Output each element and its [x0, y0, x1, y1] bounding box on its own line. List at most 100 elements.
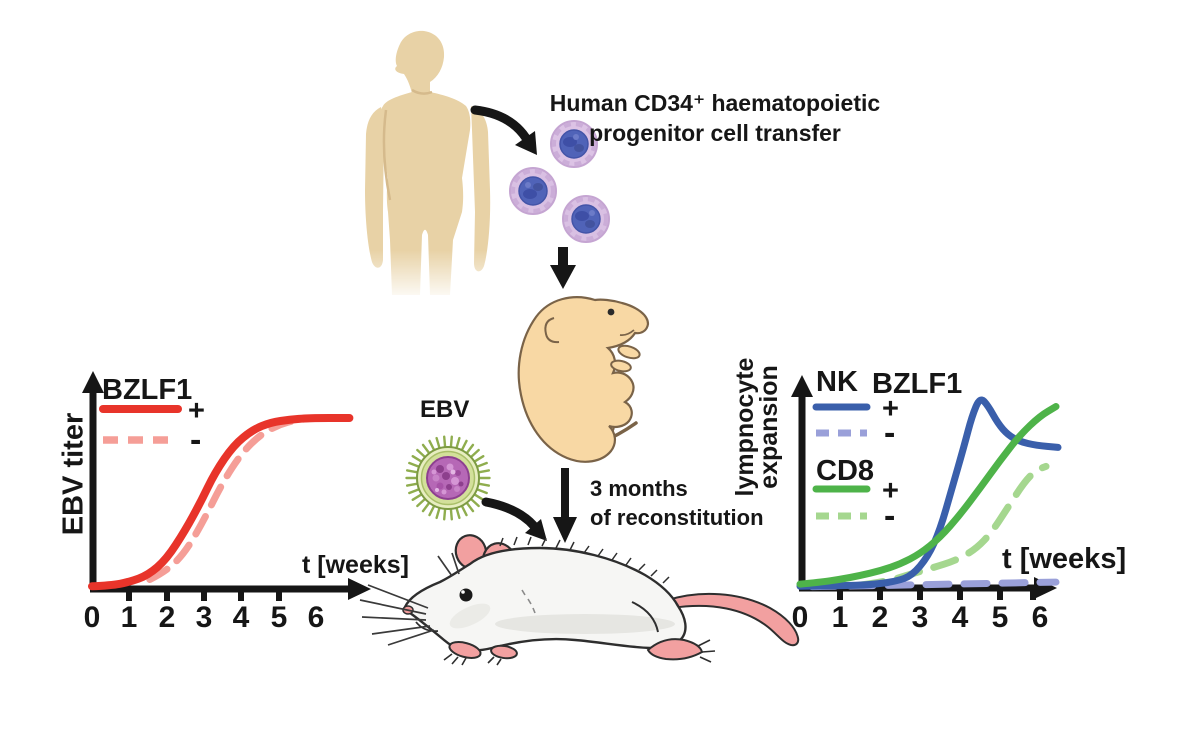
right-legend-cd8-plus: +: [882, 475, 899, 507]
left-x-axis-ticks: [126, 589, 282, 601]
right-legend-cd8-minus: -: [884, 497, 896, 535]
left-chart: [82, 371, 371, 601]
pup-mouth: [619, 329, 635, 337]
reconstitution-arrow: [553, 468, 577, 543]
pup-eye: [607, 308, 615, 316]
ebv-capsid-texture: [431, 463, 464, 495]
reconstitution-line2: of reconstitution: [590, 505, 764, 530]
curve-BZLF1-positive-solid: [88, 414, 354, 591]
cell-rim-texture: [564, 197, 608, 241]
right-tick-3: 3: [911, 601, 929, 634]
cd34-cells-illustration: [509, 120, 610, 243]
mouse-front-paw: [490, 644, 518, 660]
mouse-hindleg-contour: [631, 601, 659, 633]
cd34-cell: [509, 167, 557, 215]
right-tick-2: 2: [871, 601, 889, 634]
left-chart-curves: [88, 414, 354, 591]
ebv-injection-arrow: [481, 497, 547, 541]
ebv-virion-illustration: [405, 435, 491, 521]
reconstitution-line1: 3 months: [590, 476, 688, 501]
curve-CD8-BZLF1-positive-solid: [796, 403, 1060, 588]
human-fade: [355, 250, 495, 302]
arrowhead: [550, 265, 576, 289]
human-torso: [378, 92, 471, 295]
right-chart-ylabel: lympnocyte expansion: [731, 358, 783, 497]
right-chart: [791, 375, 1062, 600]
nucleus-texture: [575, 211, 589, 221]
right-tick-5: 5: [991, 601, 1009, 634]
pup-body: [517, 296, 650, 463]
left-tick-1: 1: [120, 601, 138, 634]
right-legend-nk-title: NK: [816, 366, 858, 398]
right-tick-1: 1: [831, 601, 849, 634]
mouse-body: [403, 546, 687, 652]
mouse-mouth: [415, 621, 439, 632]
arrowhead: [553, 517, 577, 543]
human-shading: [382, 88, 433, 201]
ebv-capsid-dot: [451, 477, 459, 485]
human-head: [395, 30, 445, 93]
curve-NK-BZLF1-positive-solid: [796, 396, 1062, 590]
left-tick-5: 5: [270, 601, 288, 634]
mouse-eye: [459, 588, 473, 602]
cell-rim-texture: [552, 122, 596, 166]
left-chart-ylabel: EBV titer: [57, 412, 90, 536]
cell-transfer-arrow: [470, 105, 537, 155]
mouse-front-paw: [448, 641, 482, 659]
mouse-hind-toes: [697, 639, 716, 663]
left-tick-3: 3: [195, 601, 213, 634]
ebv-capsid-dot: [431, 469, 437, 475]
right-legend-cd8-title: CD8: [816, 455, 875, 487]
right-legend-nk-minus: -: [884, 414, 896, 452]
mouse-front-claws: [443, 653, 502, 666]
left-y-axis-arrowhead: [82, 371, 104, 393]
right-legend-bzlf1-header: BZLF1: [872, 368, 963, 400]
mouse-belly-shading: [495, 614, 675, 634]
mouse-fur-ticks: [499, 536, 670, 584]
adult-mouse-illustration: [359, 534, 800, 666]
mouse-pup-illustration: [517, 296, 650, 463]
pup-front-paw: [617, 344, 641, 360]
cell-transfer-arrowhead: [515, 131, 537, 155]
mouse-neck-shading: [449, 603, 491, 629]
curve-BZLF1-negative-dashed: [146, 414, 318, 583]
ebv-capsid-dot: [446, 463, 454, 471]
figure-title-line2: progenitor cell transfer: [589, 120, 841, 146]
ebv-label: EBV: [420, 396, 470, 423]
ebv-capsid-dot: [436, 465, 444, 473]
ebv-capsid-dot: [432, 474, 440, 482]
left-tick-2: 2: [158, 601, 176, 634]
right-x-axis-ticks: [837, 588, 1036, 600]
right-tick-0: 0: [791, 601, 809, 634]
right-legend-nk-plus: +: [882, 393, 899, 425]
cd34-cell: [562, 195, 610, 243]
ebv-capsid-dot: [441, 489, 447, 495]
ebv-capsid-dot: [435, 488, 439, 492]
pup-front-paw: [610, 359, 632, 373]
mouse-whiskers: [359, 552, 460, 646]
arrowhead: [525, 519, 547, 541]
left-legend-plus: +: [188, 395, 205, 427]
mouse-eye-glint: [461, 590, 465, 594]
left-legend-title: BZLF1: [102, 374, 193, 406]
figure-title: Human CD34⁺ haematopoietic progenitor ce…: [505, 88, 925, 148]
nucleus-highlight: [589, 210, 595, 216]
ebv-capsid-dot: [450, 469, 456, 475]
cell-rim-texture: [511, 169, 555, 213]
left-tick-0: 0: [83, 601, 101, 634]
nucleus-texture: [533, 183, 543, 191]
left-x-axis-arrowhead: [348, 578, 371, 600]
ebv-capsid-dot: [455, 470, 461, 476]
human-figure-illustration: [355, 30, 495, 302]
right-tick-4: 4: [951, 601, 969, 634]
left-chart-xlabel: t [weeks]: [302, 551, 409, 579]
right-chart-curves: [796, 396, 1062, 591]
ebv-capsid-dot: [436, 482, 444, 490]
nucleus-texture: [574, 144, 584, 152]
ebv-capsid-dot: [446, 484, 452, 490]
ebv-capsid-dot: [458, 481, 464, 487]
nucleus-texture: [563, 137, 577, 147]
right-tick-6: 6: [1031, 601, 1049, 634]
